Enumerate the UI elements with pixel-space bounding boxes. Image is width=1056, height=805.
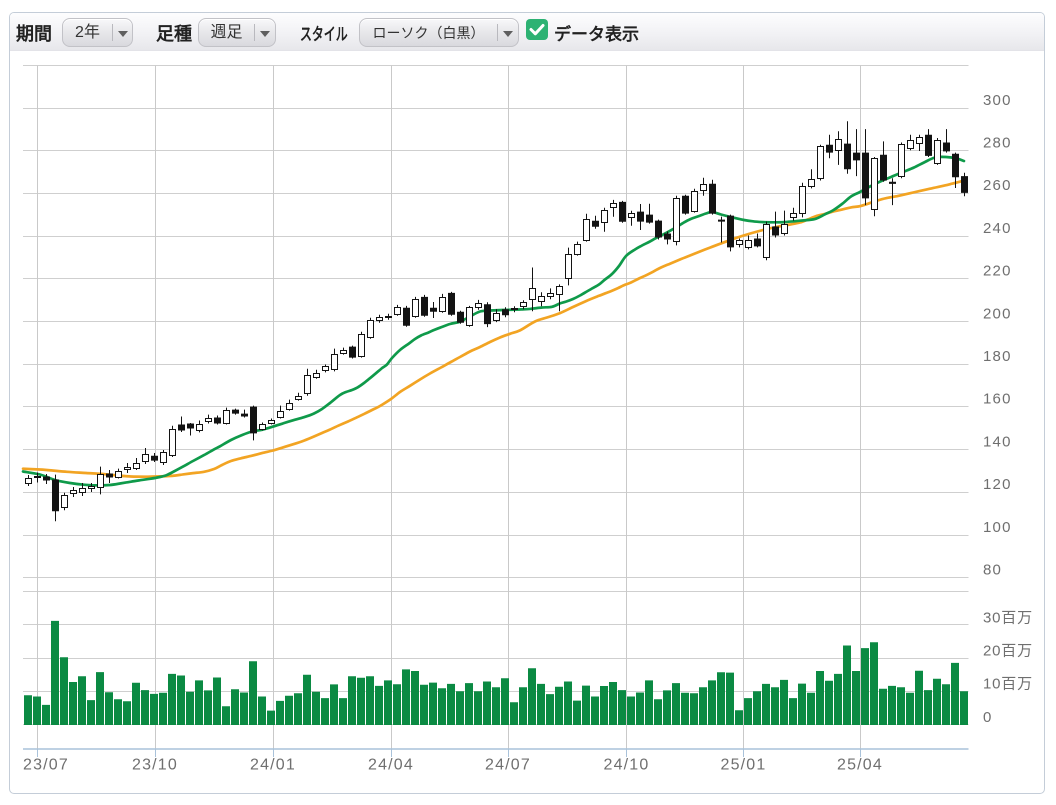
- svg-text:220: 220: [983, 263, 1012, 280]
- svg-text:30百万: 30百万: [983, 609, 1033, 626]
- svg-text:24/04: 24/04: [368, 757, 414, 774]
- svg-text:180: 180: [983, 348, 1012, 365]
- svg-text:160: 160: [983, 391, 1012, 408]
- svg-text:140: 140: [983, 433, 1012, 450]
- svg-text:0: 0: [983, 709, 992, 726]
- svg-text:10百万: 10百万: [983, 676, 1033, 693]
- svg-text:24/07: 24/07: [485, 757, 531, 774]
- svg-text:24/01: 24/01: [250, 757, 296, 774]
- svg-text:280: 280: [983, 135, 1012, 152]
- svg-text:100: 100: [983, 519, 1012, 536]
- svg-text:25/01: 25/01: [720, 757, 766, 774]
- svg-text:20百万: 20百万: [983, 643, 1033, 660]
- svg-text:260: 260: [983, 177, 1012, 194]
- svg-text:24/10: 24/10: [603, 757, 649, 774]
- svg-text:120: 120: [983, 476, 1012, 493]
- svg-text:23/07: 23/07: [23, 757, 69, 774]
- svg-text:80: 80: [983, 562, 1002, 579]
- svg-text:200: 200: [983, 305, 1012, 322]
- svg-text:23/10: 23/10: [132, 757, 178, 774]
- svg-text:25/04: 25/04: [837, 757, 883, 774]
- svg-text:240: 240: [983, 220, 1012, 237]
- svg-text:300: 300: [983, 92, 1012, 109]
